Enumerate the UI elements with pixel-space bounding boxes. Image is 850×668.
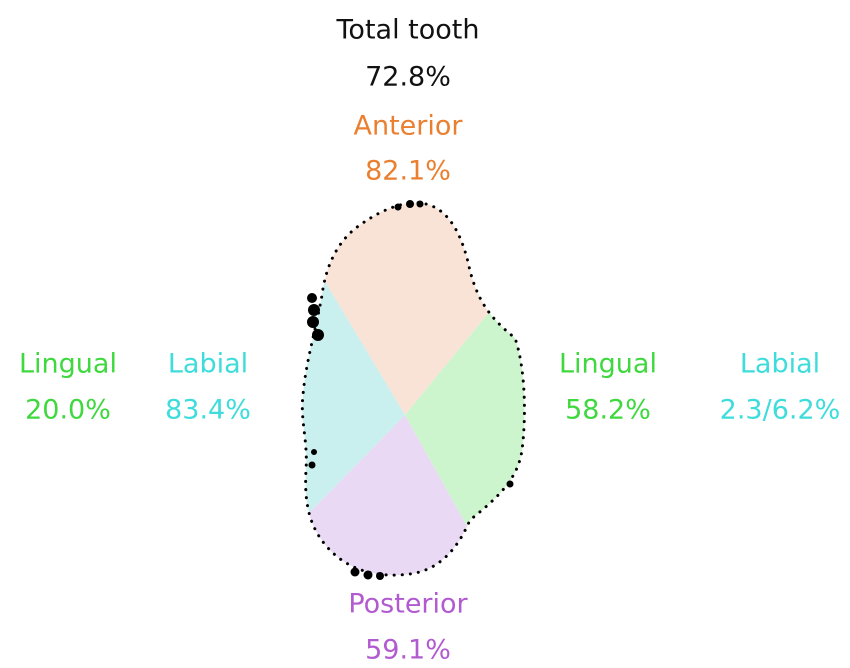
anterior-label: Anterior bbox=[353, 111, 463, 142]
total-value: 72.8% bbox=[365, 62, 451, 93]
outline-dots bbox=[307, 200, 514, 580]
left-labial-label: Labial bbox=[168, 349, 248, 380]
left-lingual-value: 20.0% bbox=[25, 395, 111, 426]
right-labial-value: 2.3/6.2% bbox=[720, 395, 841, 426]
left-labial-value: 83.4% bbox=[165, 395, 251, 426]
right-labial-label: Labial bbox=[740, 349, 820, 380]
anterior-region bbox=[302, 202, 500, 415]
total-label: Total tooth bbox=[336, 15, 480, 46]
posterior-label: Posterior bbox=[348, 589, 468, 620]
left-lingual-label: Lingual bbox=[19, 349, 117, 380]
tooth-regions bbox=[302, 202, 525, 576]
posterior-value: 59.1% bbox=[365, 635, 451, 666]
anterior-value: 82.1% bbox=[365, 156, 451, 187]
right-lingual-value: 58.2% bbox=[565, 395, 651, 426]
right-lingual-label: Lingual bbox=[559, 349, 657, 380]
